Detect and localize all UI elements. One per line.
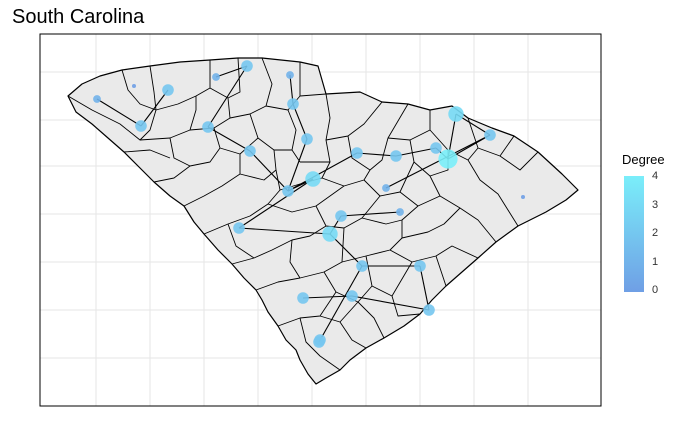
legend: Degree 4 3 2 1 0 [618,152,688,302]
network-edge [395,147,437,157]
network-node [346,290,358,302]
network-edge [318,265,363,343]
network-node [135,120,147,132]
network-nodes [93,60,525,348]
legend-tick-label: 4 [652,170,659,182]
network-edge [207,65,248,128]
network-node [351,147,363,159]
network-node [382,184,390,192]
network-node [132,84,136,88]
network-edge [249,150,289,192]
network-edge [356,152,397,157]
network-node [322,226,338,242]
panel-border [39,33,602,407]
network-edge [140,89,169,127]
network-node [202,121,214,133]
network-node [301,133,313,145]
network-node [282,185,294,197]
network-edge [287,152,358,192]
network-edge [238,227,331,235]
network-node [93,95,101,103]
network-node [241,60,253,72]
network-node [423,304,435,316]
network-node [305,171,321,187]
network-node [286,71,294,79]
network-node [244,145,256,157]
network-node [521,195,525,199]
network-node [414,260,426,272]
network-node [438,149,458,169]
network-edge [351,295,430,311]
legend-tick-label: 1 [652,255,659,268]
network-node [297,292,309,304]
network-edge [385,134,491,189]
network-node [162,84,174,96]
network-node [396,208,404,216]
legend-colorbar [624,176,644,292]
network-node [233,222,245,234]
network-edge [419,265,430,311]
map-title: South Carolina [12,6,145,28]
network-edge [207,126,251,152]
network-node [314,334,326,346]
network-node [390,150,402,162]
network-node [484,129,496,141]
network-node [212,73,220,81]
network-edge [96,98,142,127]
network-edge [340,211,401,217]
network-edge [292,103,308,140]
network-edge [238,178,314,229]
network-node [356,260,368,272]
network-edge [287,138,308,192]
network-node [287,98,299,110]
network-node [335,210,347,222]
network-edge [302,295,353,299]
legend-tick-label: 0 [652,284,659,296]
network-node [448,106,464,122]
legend-tick-label: 3 [652,198,659,211]
legend-tick-label: 2 [652,227,659,239]
network-node [430,142,442,154]
legend-title: Degree [622,152,665,167]
